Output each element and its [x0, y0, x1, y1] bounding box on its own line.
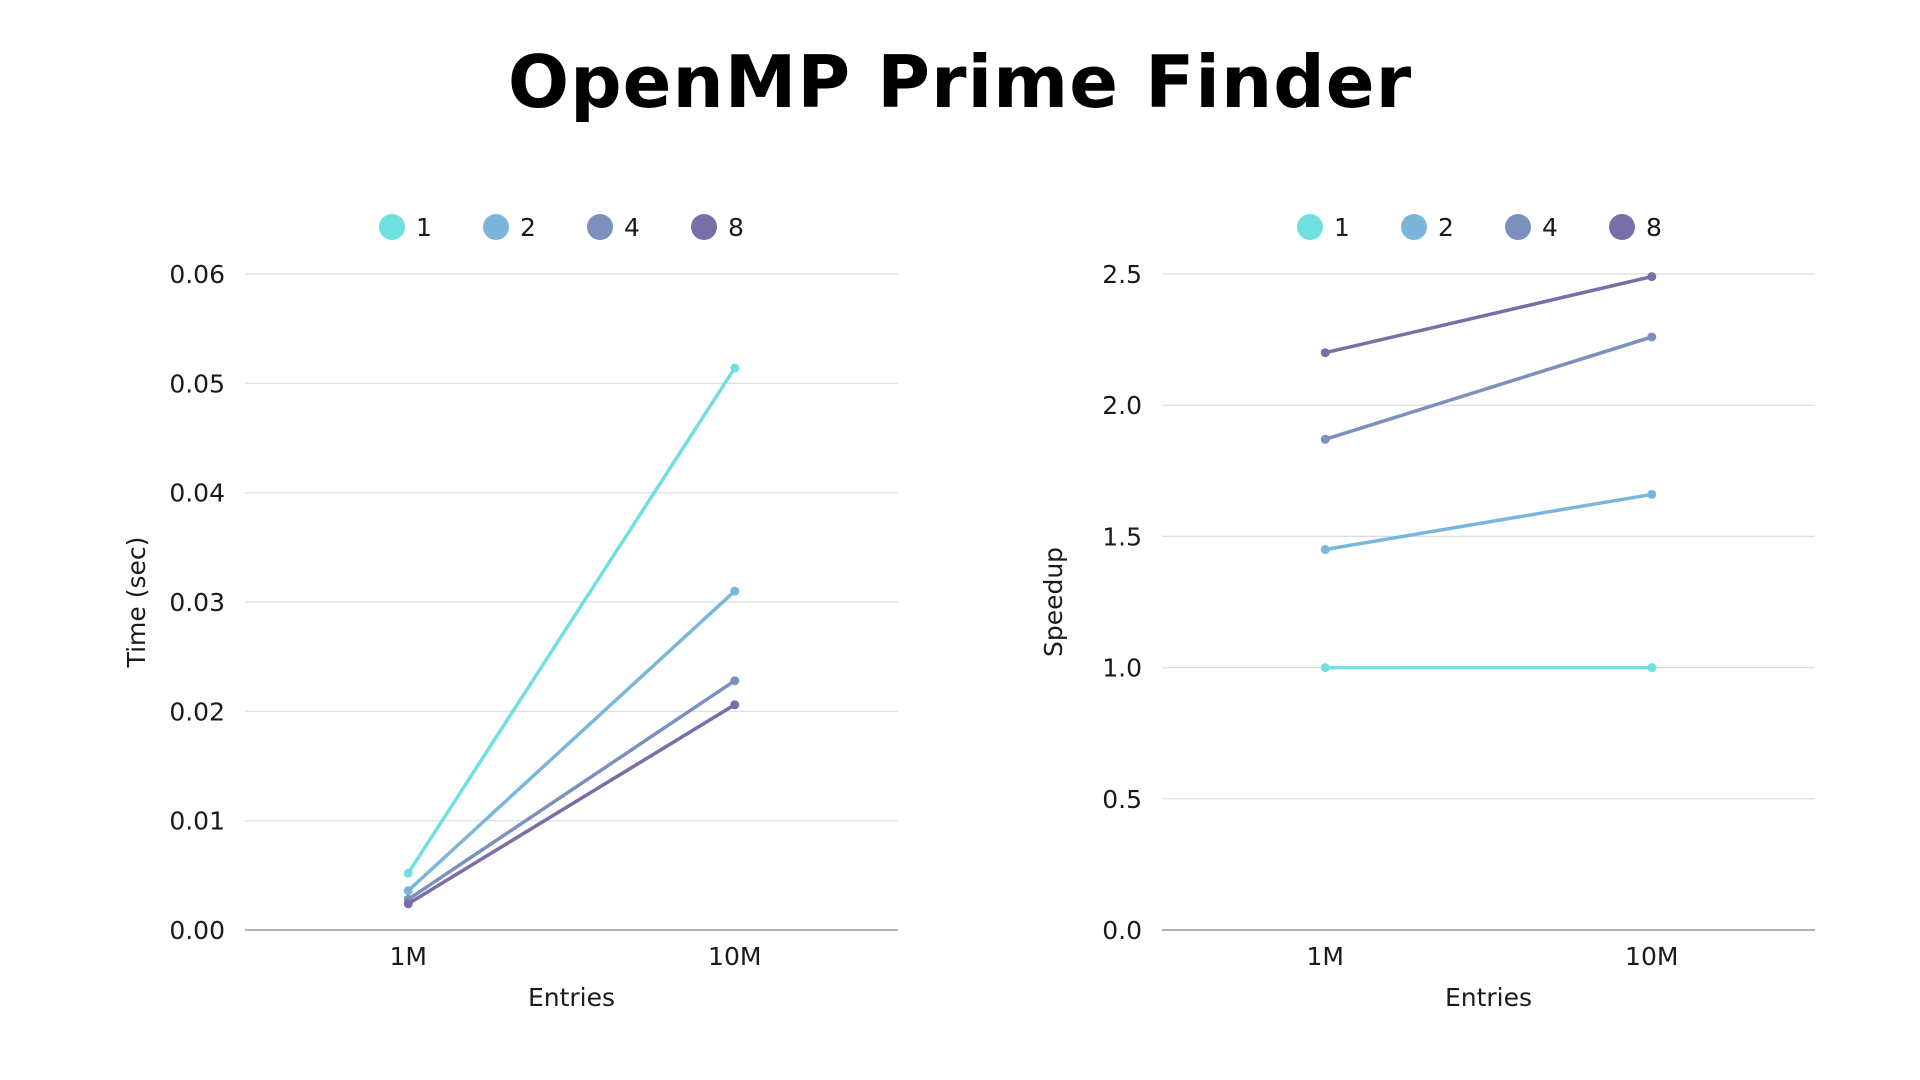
series-line-2: [1323, 492, 1654, 552]
page-title: OpenMP Prime Finder: [507, 40, 1413, 124]
time-chart: 0.00 0.01 0.02 0.03 0.04 0.05 0.06 1M 10M Entries…: [122, 213, 898, 1012]
y-tick-label: 0.00: [169, 916, 225, 945]
x-tick-label: 10M: [1625, 942, 1678, 971]
legend-marker-1: [1297, 214, 1323, 240]
speedup-chart: 0.0 0.5 1.0 1.5 2.0 2.5 1M 10M Entries Speedup 1 2 4…: [1039, 213, 1815, 1012]
data-point-8: [1320, 348, 1330, 358]
data-point-1: [1320, 663, 1330, 673]
x-axis-label: Entries: [528, 983, 615, 1012]
data-point-8: [1647, 272, 1657, 282]
data-point-4: [730, 676, 740, 686]
series-line-8: [406, 703, 737, 906]
data-point-2: [1647, 489, 1657, 499]
legend-marker-1: [379, 214, 405, 240]
legend-label: 8: [728, 213, 744, 242]
y-tick-label: 0.5: [1102, 785, 1142, 814]
data-point-2: [403, 886, 413, 896]
legend-marker-4: [587, 214, 613, 240]
data-point-4: [1647, 332, 1657, 342]
y-tick-label: 0.01: [169, 807, 225, 836]
y-tick-label: 0.05: [169, 369, 225, 398]
legend-label: 1: [416, 213, 432, 242]
data-point-1: [730, 363, 740, 373]
series-line-4: [1323, 335, 1654, 442]
legend-marker-2: [1401, 214, 1427, 240]
x-axis-label: Entries: [1445, 983, 1532, 1012]
y-tick-label: 0.04: [169, 479, 225, 508]
legend-label: 8: [1646, 213, 1662, 242]
data-point-8: [403, 899, 413, 909]
y-tick-label: 1.0: [1102, 654, 1142, 683]
legend-marker-8: [1609, 214, 1635, 240]
y-axis-label: Time (sec): [122, 537, 151, 669]
legend-marker-4: [1505, 214, 1531, 240]
x-tick-label: 1M: [390, 942, 427, 971]
legend-label: 4: [624, 213, 640, 242]
y-axis-label: Speedup: [1039, 547, 1068, 657]
series-line-2: [406, 589, 737, 893]
x-tick-label: 10M: [708, 942, 761, 971]
y-tick-label: 0.03: [169, 588, 225, 617]
data-point-2: [1320, 545, 1330, 555]
y-tick-label: 0.02: [169, 697, 225, 726]
legend-label: 1: [1334, 213, 1350, 242]
data-point-8: [730, 700, 740, 710]
x-tick-label: 1M: [1307, 942, 1344, 971]
legend-label: 2: [520, 213, 536, 242]
legend-label: 2: [1438, 213, 1454, 242]
y-tick-label: 2.0: [1102, 391, 1142, 420]
data-point-2: [730, 586, 740, 596]
legend-marker-2: [483, 214, 509, 240]
y-tick-label: 1.5: [1102, 522, 1142, 551]
y-tick-label: 0.0: [1102, 916, 1142, 945]
y-tick-label: 2.5: [1102, 260, 1142, 289]
y-tick-label: 0.06: [169, 260, 225, 289]
data-point-4: [1320, 434, 1330, 444]
legend-label: 4: [1542, 213, 1558, 242]
data-point-1: [1647, 663, 1657, 673]
data-point-1: [403, 868, 413, 878]
series-line-8: [1323, 274, 1654, 355]
legend-marker-8: [691, 214, 717, 240]
series-line-4: [406, 678, 737, 902]
series-line-1: [406, 366, 737, 875]
